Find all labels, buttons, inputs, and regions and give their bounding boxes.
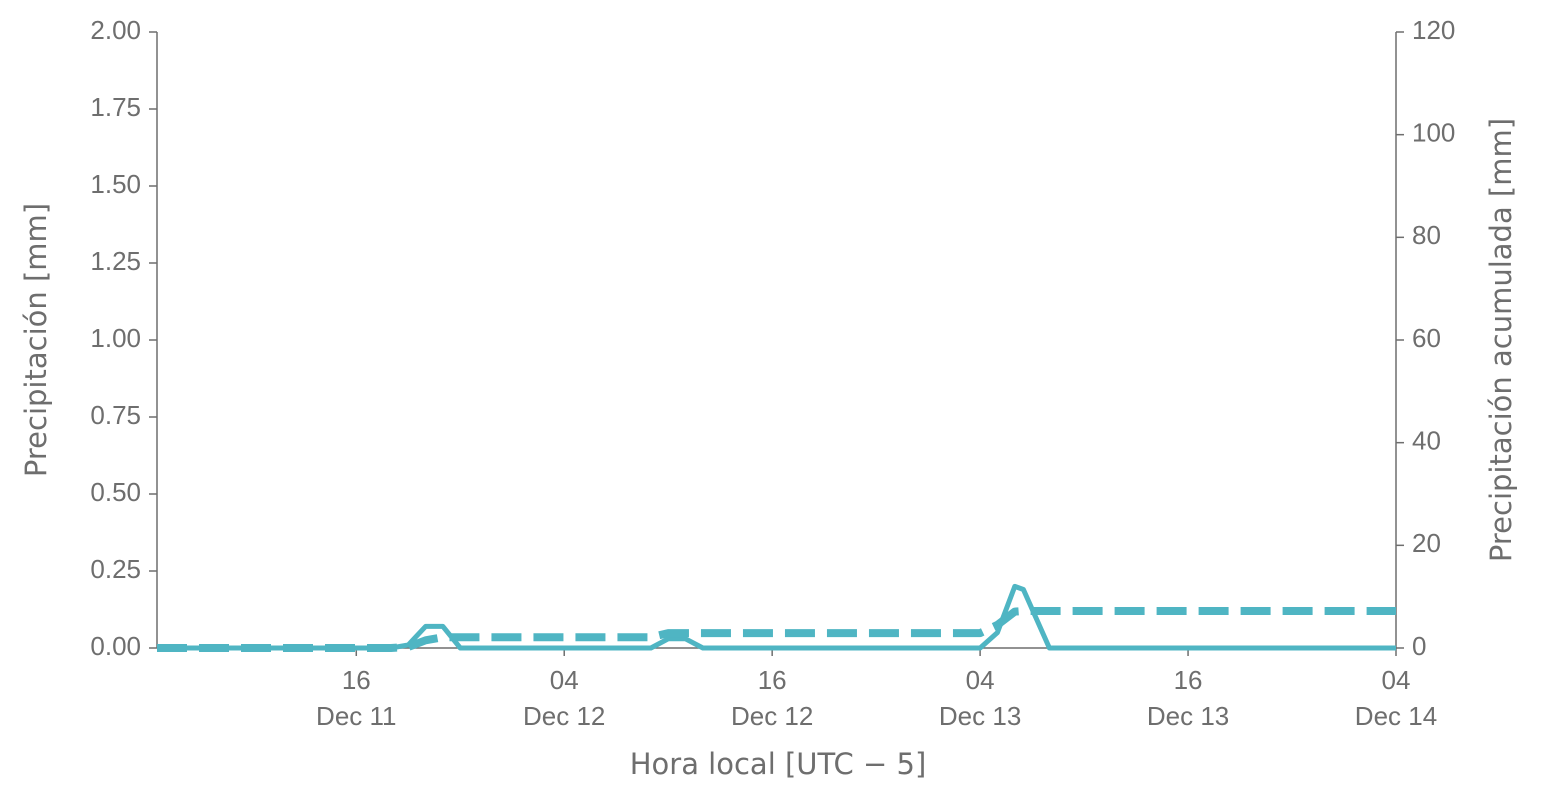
x-tick-label: Dec 11 (316, 701, 396, 731)
y-tick-label: 1.50 (90, 169, 141, 199)
y-tick-label: 1.75 (90, 92, 141, 122)
x-tick-label: 04 (1382, 665, 1411, 695)
y2-tick-label: 0 (1412, 631, 1426, 661)
x-tick-label: 16 (1174, 665, 1203, 695)
x-tick-label: 16 (758, 665, 787, 695)
y2-tick-label: 100 (1412, 118, 1455, 148)
y-tick-label: 0.25 (90, 554, 141, 584)
x-tick-label: Dec 12 (731, 701, 813, 731)
x-tick-label: Dec 12 (523, 701, 605, 731)
y-tick-label: 0.50 (90, 477, 141, 507)
y2-tick-label: 80 (1412, 220, 1441, 250)
x-tick-label: Dec 14 (1355, 701, 1437, 731)
x-tick-label: Dec 13 (939, 701, 1021, 731)
y2-tick-label: 20 (1412, 528, 1441, 558)
y2-axis-label: Precipitación acumulada [mm] (1484, 118, 1518, 562)
x-axis-label: Hora local [UTC − 5] (630, 747, 927, 781)
y-tick-label: 0.75 (90, 400, 141, 430)
series-line (157, 583, 1396, 651)
x-tick-label: Dec 13 (1147, 701, 1229, 731)
y2-tick-label: 40 (1412, 426, 1441, 456)
y-tick-label: 0.00 (90, 631, 141, 661)
y-tick-label: 2.00 (90, 15, 141, 45)
x-tick-label: 04 (966, 665, 995, 695)
y-tick-label: 1.25 (90, 246, 141, 276)
x-tick-label: 04 (550, 665, 579, 695)
x-tick-label: 16 (342, 665, 371, 695)
y-axis-label: Precipitación [mm] (19, 203, 53, 477)
y2-tick-label: 120 (1412, 15, 1455, 45)
y-tick-label: 1.00 (90, 323, 141, 353)
y2-tick-label: 60 (1412, 323, 1441, 353)
series-line (157, 607, 1396, 652)
